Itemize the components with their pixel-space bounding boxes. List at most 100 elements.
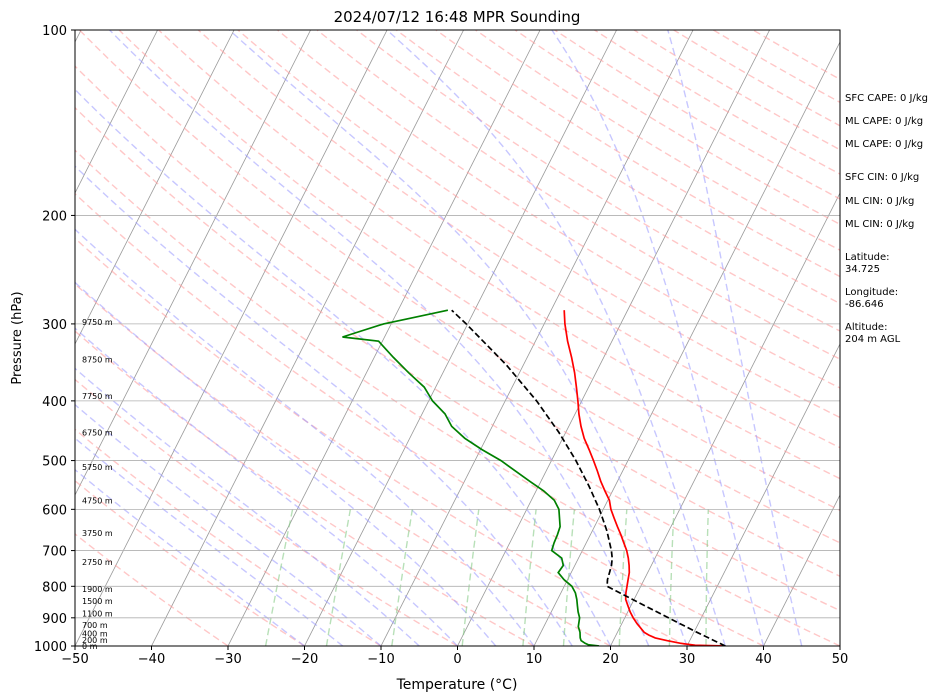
ml-cape-text-2: ML CAPE: 0 J/kg [845,139,924,150]
y-tick-label: 800 [42,580,67,595]
y-tick-label: 300 [42,318,67,333]
isotherm-line [0,30,5,646]
dry-adiabat-line [594,30,840,175]
mixing-ratio-line [562,509,576,646]
sfc-cin-text: SFC CIN: 0 J/kg [845,172,920,183]
dry-adiabat-line [75,479,305,646]
dry-adiabat-line [633,30,840,151]
moist-adiabat-line [75,327,458,646]
isotherm-line [75,30,235,345]
x-tick-label: 10 [526,652,543,667]
x-tick-label: −30 [214,652,241,667]
moist-adiabat-line [75,88,612,646]
moist-adiabat-line [109,30,650,646]
ml-cape-text: ML CAPE: 0 J/kg [845,116,924,127]
moist-adiabat-line [386,30,726,646]
dry-adiabat-line [75,192,764,646]
x-axis-label: Temperature (°C) [396,677,518,693]
mixing-ratio-line [522,509,537,646]
x-tick-label: 50 [832,652,849,667]
isotherm-line [75,30,311,496]
dry-adiabat-line [75,428,382,646]
height-label: 9750 m [82,318,113,327]
latitude-text: Latitude: 34.725 [845,252,890,275]
y-tick-label: 600 [42,503,67,518]
mixing-ratio-line [461,509,480,646]
x-tick-label: 40 [755,652,772,667]
height-label: 1500 m [82,597,113,606]
x-tick-label: −20 [291,652,318,667]
moist-adiabat-line [667,30,803,646]
isotherm-line [75,30,388,646]
longitude-text: Longitude: -86.646 [845,287,899,310]
dry-adiabat-line [158,30,840,480]
isotherm-line [686,343,840,646]
isotherm-line [227,30,541,646]
y-tick-label: 500 [42,455,67,470]
x-axis-ticks: −50 −40 −30 −20 −10 0 10 20 30 40 50 [61,646,848,667]
altitude-text: Altitude: 204 m AGL [845,322,901,345]
x-tick-label: −50 [61,652,88,667]
y-axis-label: Pressure (hPa) [10,291,25,384]
height-label: 700 m [82,621,108,630]
ml-cin-text-2: ML CIN: 0 J/kg [845,219,915,230]
y-tick-label: 400 [42,395,67,410]
isotherm-line [457,30,770,646]
isotherm-line [75,30,158,194]
y-axis-ticks: 100 200 300 400 500 600 700 800 900 1000 [34,24,75,655]
height-label: 2750 m [82,558,113,567]
y-tick-label: 200 [42,209,67,224]
moist-adiabat-line [75,281,497,646]
dry-adiabat-line [75,65,840,578]
height-label: 8750 m [82,356,113,365]
moist-adiabat-line [75,367,420,646]
height-label: 3750 m [82,529,113,538]
parcel-line [451,309,726,646]
isotherm-line [533,41,840,646]
dry-adiabat-line [78,30,840,544]
moist-adiabat-line [75,403,382,646]
height-label: 4750 m [82,496,113,505]
x-tick-label: 0 [453,652,461,667]
mixing-ratio-line [668,509,675,646]
dry-adiabat-line [316,30,840,360]
dry-adiabat-line [435,30,840,278]
moist-adiabat-line [228,30,688,646]
background-lines [0,30,840,646]
dry-adiabat-line [75,533,229,646]
dry-adiabat-line [277,30,840,389]
moist-adiabat-line [75,228,535,646]
isotherm-line [304,30,617,646]
dry-adiabat-line [75,330,535,646]
y-tick-label: 700 [42,545,67,560]
grid-lines [75,30,840,646]
chart-title: 2024/07/12 16:48 MPR Sounding [334,8,581,26]
data-lines [342,309,726,646]
moist-adiabat-line [75,165,573,646]
mixing-ratio-line [264,509,294,646]
dry-adiabat-line [356,30,840,332]
mixing-ratio-line [705,509,709,646]
height-label: 400 m [82,630,108,639]
mixing-ratio-line [325,509,352,646]
height-label: 6750 m [82,428,113,437]
dry-adiabat-line [475,30,840,251]
x-tick-label: −10 [367,652,394,667]
y-tick-label: 1000 [34,640,67,655]
mixing-ratio-line [618,509,628,646]
dry-adiabat-line [237,30,840,419]
x-tick-label: 20 [602,652,619,667]
y-tick-label: 900 [42,612,67,627]
height-label: 7750 m [82,392,113,401]
mixing-ratio-line [391,509,413,646]
y-tick-label: 100 [42,24,67,39]
temperature-line [563,310,726,646]
dry-adiabat-line [75,378,458,646]
height-label: 200 m [82,636,108,645]
dewpoint-line [342,309,600,646]
height-label: 1100 m [82,609,113,618]
dry-adiabat-line [75,283,611,646]
dry-adiabat-line [75,149,840,646]
height-label: 5750 m [82,463,113,472]
